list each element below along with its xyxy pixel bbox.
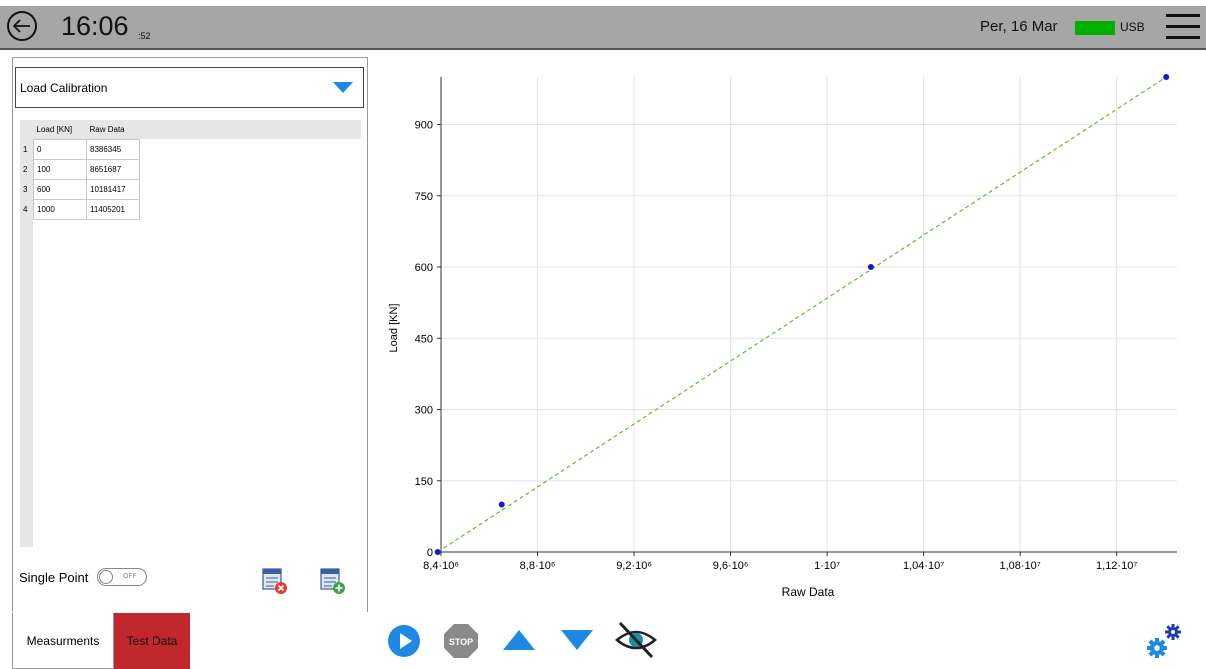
toggle-state: OFF [123, 572, 137, 580]
back-button[interactable] [7, 11, 37, 41]
calibration-panel: Load Calibration Load [KN] Raw Data 1 0 … [12, 57, 368, 612]
data-point [867, 264, 874, 270]
row-number: 2 [20, 159, 34, 180]
row-number: 1 [20, 139, 34, 160]
x-tick-label: 1,08·10⁷ [999, 560, 1040, 572]
table-delete-icon [262, 568, 287, 594]
data-point [1163, 74, 1170, 80]
calibration-chart: 8,4·10⁶ 8,8·10⁶ 9,2·10⁶ 9,6·10⁶ 1·10⁷ 1,04·10… [388, 74, 1177, 599]
x-tick-label: 1,12·10⁷ [1096, 560, 1137, 572]
calibration-type-dropdown[interactable]: Load Calibration [15, 67, 364, 108]
dropdown-value: Load Calibration [20, 81, 108, 95]
fit-line [437, 76, 1167, 553]
x-axis-label: Raw Data [782, 585, 835, 599]
raw-cell[interactable]: 11405201 [86, 199, 140, 220]
clock-seconds: :52 [138, 31, 151, 41]
x-tick-label: 1·10⁷ [814, 560, 840, 572]
x-tick-label: 9,6·10⁶ [713, 560, 749, 572]
delete-row-button[interactable] [261, 566, 289, 596]
y-tick-label: 900 [415, 120, 433, 132]
settings-button[interactable] [1144, 620, 1186, 664]
visibility-toggle-button[interactable] [614, 620, 658, 664]
stop-button[interactable]: STOP [443, 623, 479, 663]
table-row[interactable]: 4 1000 11405201 [20, 199, 140, 220]
column-header-load: Load [KN] [33, 120, 87, 140]
load-cell[interactable]: 100 [33, 159, 87, 180]
data-point [498, 501, 505, 508]
table-row[interactable]: 2 100 8651687 [20, 159, 140, 180]
table-add-icon [320, 568, 345, 594]
usb-label: USB [1120, 20, 1145, 34]
load-cell[interactable]: 600 [33, 179, 87, 200]
usb-indicator [1075, 21, 1115, 35]
clock-time: 16:06 [61, 11, 129, 41]
play-button[interactable] [387, 624, 421, 662]
raw-cell[interactable]: 8651687 [86, 159, 140, 180]
y-tick-label: 0 [427, 547, 433, 559]
x-tick-label: 8,4·10⁶ [423, 560, 459, 572]
x-tick-label: 9,2·10⁶ [616, 560, 652, 572]
row-number: 3 [20, 179, 34, 200]
tab-test-data[interactable]: Test Data [114, 613, 190, 669]
table-row[interactable]: 1 0 8386345 [20, 139, 140, 160]
eye-off-icon [615, 621, 657, 659]
load-cell[interactable]: 0 [33, 139, 87, 160]
raw-cell[interactable]: 8386345 [86, 139, 140, 160]
column-header-raw: Raw Data [86, 120, 140, 140]
load-cell[interactable]: 1000 [33, 199, 87, 220]
y-tick-label: 150 [415, 476, 433, 488]
raw-cell[interactable]: 10181417 [86, 179, 140, 200]
arrow-left-icon [13, 19, 30, 33]
gears-icon [1147, 624, 1181, 658]
y-tick-label: 600 [415, 262, 433, 274]
x-tick-label: 8,8·10⁶ [520, 560, 556, 572]
data-point [434, 549, 441, 555]
single-point-label: Single Point [19, 570, 89, 585]
table-row[interactable]: 3 600 10181417 [20, 179, 140, 200]
y-axis-label: Load [KN] [388, 304, 400, 353]
row-number: 4 [20, 199, 34, 220]
tab-measurements[interactable]: Measurments [12, 613, 114, 669]
stop-label: STOP [449, 637, 473, 647]
triangle-up-icon [503, 630, 535, 650]
top-bar: 16:06 :52 Per, 16 Mar USB [0, 6, 1206, 50]
y-tick-label: 750 [415, 191, 433, 203]
y-tick-label: 300 [415, 405, 433, 417]
calibration-table: Load [KN] Raw Data 1 0 8386345 2 100 865… [20, 120, 361, 547]
chevron-down-icon [333, 82, 353, 93]
y-tick-label: 450 [415, 333, 433, 345]
stop-icon: STOP [444, 624, 478, 658]
play-icon [388, 625, 420, 657]
date-label: Per, 16 Mar [980, 18, 1058, 35]
move-down-button[interactable] [559, 628, 595, 656]
x-tick-label: 1,04·10⁷ [903, 560, 944, 572]
add-row-button[interactable] [319, 566, 347, 596]
calibration-table-grid: Load [KN] Raw Data 1 0 8386345 2 100 865… [20, 120, 140, 220]
single-point-toggle[interactable]: OFF [97, 568, 147, 586]
hamburger-menu-icon[interactable] [1166, 14, 1200, 40]
move-up-button[interactable] [501, 628, 537, 656]
triangle-down-icon [561, 630, 593, 650]
